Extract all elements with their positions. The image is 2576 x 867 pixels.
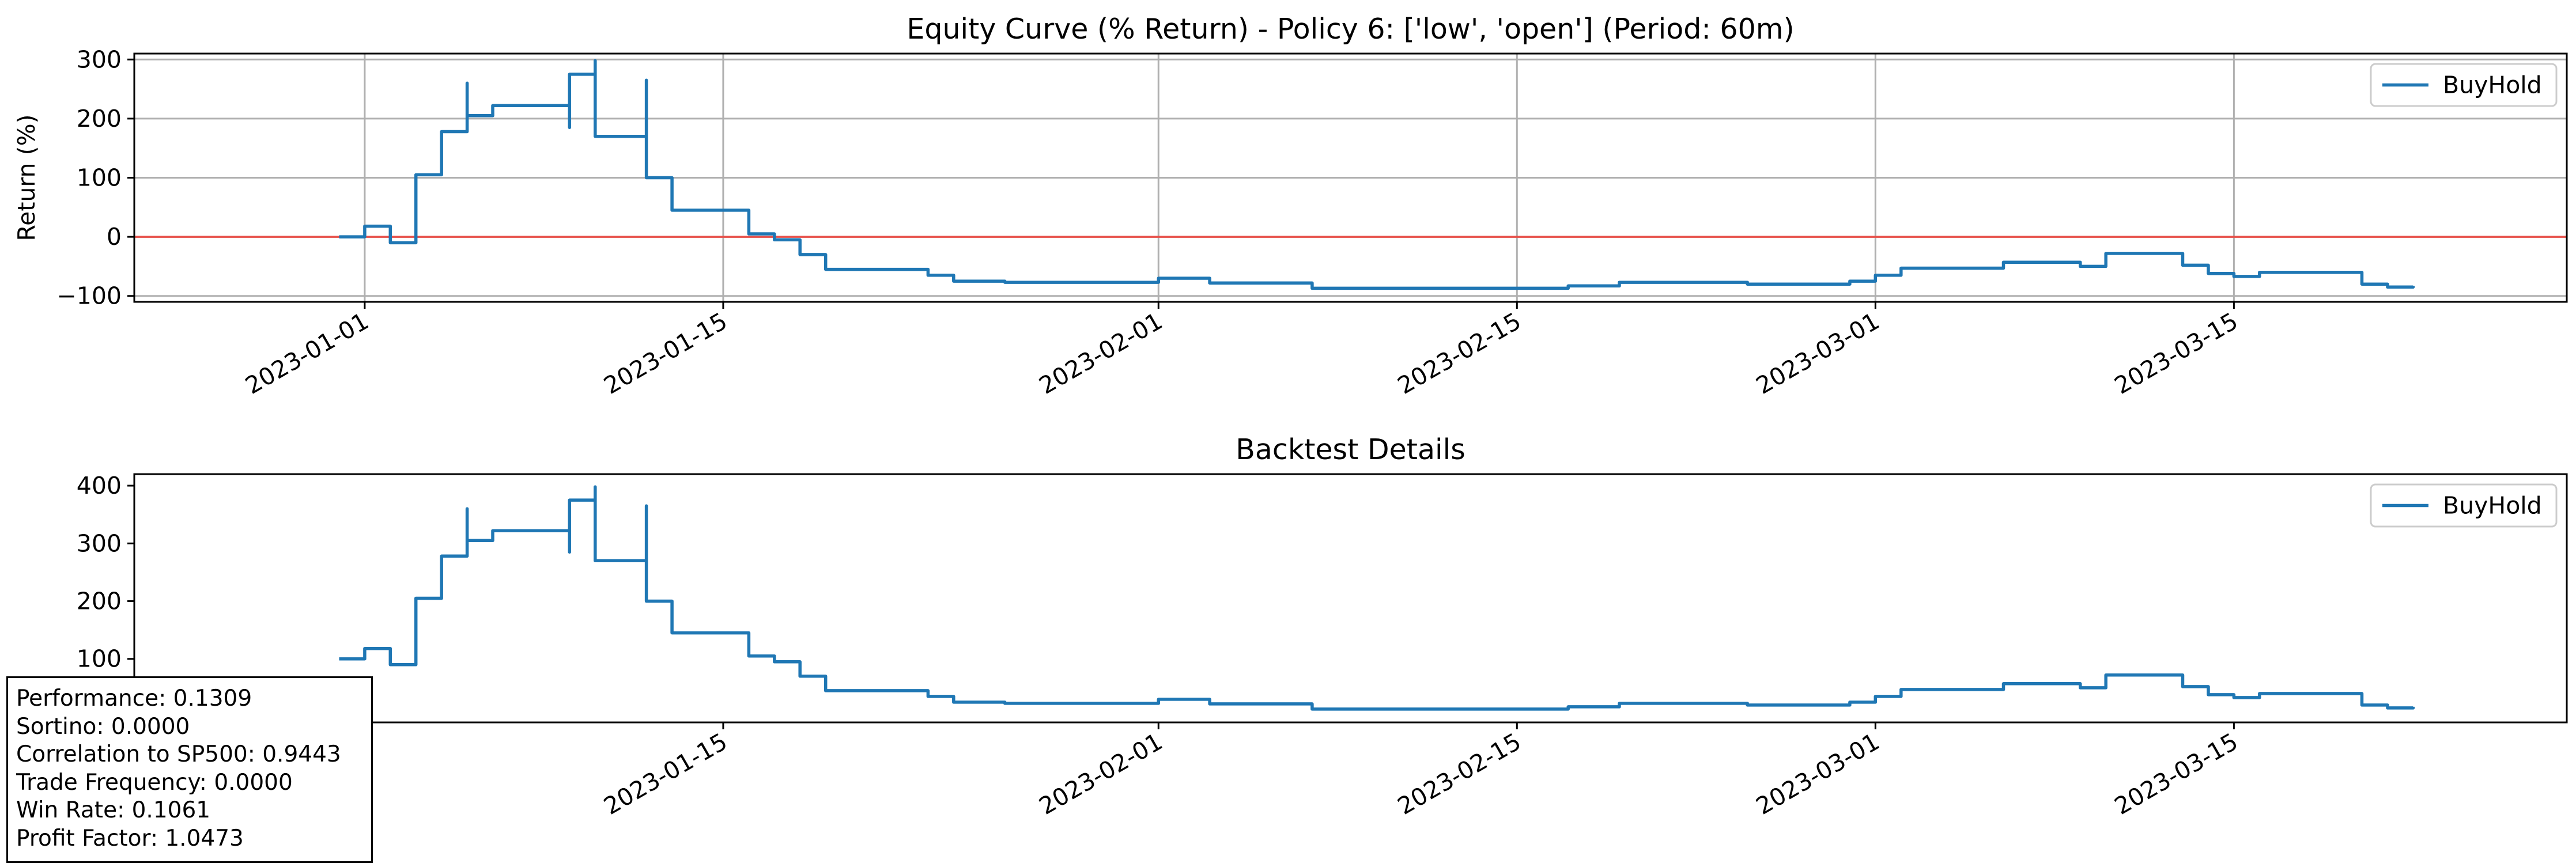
legend: BuyHold (2370, 63, 2558, 107)
stat-profit-factor: Profit Factor: 1.0473 (16, 825, 244, 851)
y-tick-label: 100 (77, 645, 122, 673)
legend-label: BuyHold (2443, 492, 2542, 520)
stat-trade-frequency: Trade Frequency: 0.0000 (16, 769, 293, 796)
x-tick-label: 2023-01-15 (599, 307, 732, 400)
stat-sortino: Sortino: 0.0000 (16, 713, 190, 740)
x-tick-label: 2023-03-15 (2110, 728, 2242, 820)
legend-frame (2370, 63, 2558, 107)
legend-label: BuyHold (2443, 71, 2542, 99)
stat-performance: Performance: 0.1309 (16, 686, 252, 711)
subplot-1: −100 0 100 200 300 2023-01-01 2023-01-15 2023-0… (13, 13, 2568, 400)
y-tick-label: −100 (56, 282, 122, 310)
chart-title: Backtest Details (1236, 433, 1465, 466)
y-tick-label: 100 (77, 164, 122, 192)
stats-box: Performance: 0.1309 Sortino: 0.0000 Corr… (6, 676, 373, 863)
x-tick-label: 2023-02-15 (1393, 728, 1525, 820)
legend: BuyHold (2370, 483, 2558, 528)
x-tick-label: 2023-01-15 (599, 728, 732, 820)
subplot-2: 100 200 300 400 2023-01-15 2023-02-01 2023-02-… (77, 433, 2568, 820)
x-tick-label: 2023-02-01 (1034, 728, 1167, 820)
y-tick-label: 200 (77, 105, 122, 132)
y-tick-label: 400 (77, 472, 122, 499)
x-tick-label: 2023-03-01 (1751, 307, 1884, 400)
stat-win-rate: Win Rate: 0.1061 (16, 797, 211, 823)
y-tick-label: 200 (77, 588, 122, 615)
plot-frame (133, 473, 2568, 724)
chart-title: Equity Curve (% Return) - Policy 6: ['lo… (906, 13, 1794, 46)
x-tick-label: 2023-02-01 (1034, 307, 1167, 400)
y-tick-label: 0 (107, 223, 122, 251)
series-line-buyhold (339, 485, 2415, 711)
y-tick-label: 300 (77, 46, 122, 73)
y-axis-label: Return (%) (13, 114, 40, 241)
stat-correlation: Correlation to SP500: 0.9443 (16, 741, 341, 767)
x-tick-label: 2023-01-01 (241, 307, 373, 400)
y-tick-label: 300 (77, 529, 122, 557)
series-line-buyhold (339, 59, 2415, 290)
x-tick-label: 2023-03-15 (2110, 307, 2242, 400)
x-tick-label: 2023-03-01 (1751, 728, 1884, 820)
legend-frame (2370, 483, 2558, 528)
x-tick-label: 2023-02-15 (1393, 307, 1525, 400)
